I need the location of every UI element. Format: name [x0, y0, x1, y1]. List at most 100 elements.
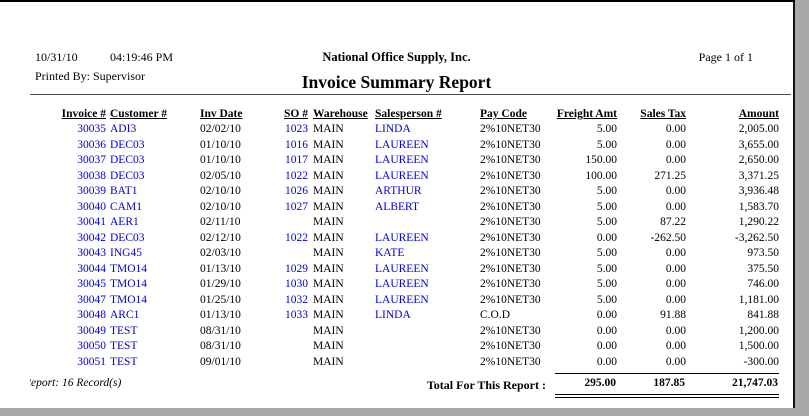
invoice-table-body: 30035 ADI3 02/02/10 1023 MAIN LINDA 2%10NET30 5…	[30, 122, 779, 370]
so-number[interactable]: 1029	[285, 262, 308, 275]
pay-code: 2%10NET30	[480, 216, 541, 228]
freight-amt: 0.00	[596, 324, 617, 337]
so-number[interactable]: 1016	[285, 138, 308, 151]
customer-number[interactable]: TMO14	[110, 293, 148, 306]
salesperson[interactable]: LAUREEN	[375, 231, 429, 244]
freight-amt: 5.00	[596, 262, 617, 275]
amount: 2,005.00	[738, 123, 779, 135]
so-number	[277, 355, 308, 371]
customer-number[interactable]: ING45	[110, 247, 142, 259]
sales-tax: 0.00	[665, 247, 686, 259]
inv-date: 02/02/10	[200, 123, 241, 135]
so-number[interactable]: 1017	[285, 154, 308, 166]
salesperson[interactable]: ARTHUR	[375, 185, 422, 197]
warehouse: MAIN	[313, 340, 344, 352]
customer-number[interactable]: BAT1	[110, 185, 138, 197]
salesperson[interactable]: LINDA	[375, 123, 411, 135]
invoice-row: 30045 TMO14 01/29/10 1030 MAIN LAUREEN 2%10NET…	[30, 277, 779, 293]
pay-code: 2%10NET30	[480, 340, 541, 352]
sales-tax: 91.88	[660, 309, 686, 321]
so-number[interactable]: 1027	[285, 200, 308, 213]
invoice-number[interactable]: 30049	[77, 324, 106, 337]
pay-code: 2%10NET30	[480, 231, 541, 244]
customer-number[interactable]: ADI3	[110, 123, 137, 135]
total-label: Total For This Report :	[426, 377, 546, 392]
salesperson[interactable]: ALBERT	[375, 200, 420, 213]
customer-number[interactable]: TEST	[110, 355, 138, 368]
customer-number[interactable]: DEC03	[110, 154, 145, 166]
salesperson[interactable]: LAUREEN	[375, 293, 429, 306]
invoice-row: 30051 TEST 09/01/10 MAIN 2%10NET30 0.00 0.00 -3…	[30, 355, 779, 371]
invoice-number[interactable]: 30038	[77, 169, 106, 182]
amount: 841.88	[747, 309, 779, 321]
pay-code: 2%10NET30	[480, 185, 541, 197]
freight-amt: 0.00	[596, 340, 617, 352]
salesperson[interactable]: LAUREEN	[375, 262, 429, 275]
report-title: Invoice Summary Report	[301, 72, 492, 92]
freight-amt: 0.00	[596, 231, 617, 244]
col-header-invoice-number: Invoice #	[61, 108, 106, 120]
salesperson[interactable]: LAUREEN	[375, 138, 429, 151]
invoice-row: 30042 DEC03 02/12/10 1022 MAIN LAUREEN 2%10NET…	[30, 231, 779, 247]
printed-by: Printed By: Supervisor	[35, 69, 145, 83]
invoice-number[interactable]: 30036	[77, 138, 106, 151]
sales-tax: 0.00	[665, 138, 686, 151]
invoice-number[interactable]: 30045	[77, 278, 106, 290]
so-number[interactable]: 1022	[285, 231, 308, 244]
salesperson[interactable]: LAUREEN	[375, 278, 429, 290]
so-number[interactable]: 1030	[285, 278, 308, 290]
customer-number[interactable]: DEC03	[110, 231, 145, 244]
header-divider	[30, 94, 791, 95]
invoice-number[interactable]: 30040	[77, 200, 106, 213]
warehouse: MAIN	[313, 216, 344, 228]
salesperson[interactable]: LAUREEN	[375, 154, 429, 166]
amount: -300.00	[743, 355, 779, 368]
invoice-number[interactable]: 30035	[77, 123, 106, 135]
invoice-number[interactable]: 30039	[77, 185, 106, 197]
print-time: 04:19:46 PM	[110, 50, 174, 64]
pay-code: 2%10NET30	[480, 200, 541, 213]
pay-code: C.O.D	[480, 309, 511, 321]
salesperson[interactable]: KATE	[375, 247, 405, 259]
print-date: 10/31/10	[35, 50, 78, 64]
invoice-number[interactable]: 30043	[77, 247, 106, 259]
amount: 3,371.25	[738, 169, 779, 182]
invoice-number[interactable]: 30041	[77, 216, 106, 228]
customer-number[interactable]: TEST	[110, 340, 138, 352]
freight-amt: 0.00	[596, 355, 617, 368]
customer-number[interactable]: TMO14	[110, 262, 148, 275]
col-header-amount: Amount	[738, 108, 779, 120]
so-number[interactable]: 1022	[285, 169, 308, 182]
sales-tax: 0.00	[665, 123, 686, 135]
salesperson[interactable]: LINDA	[375, 309, 411, 321]
customer-number[interactable]: CAM1	[110, 200, 142, 213]
table-header-row: Invoice # Customer # Inv Date SO # Wareh…	[30, 100, 779, 122]
customer-number[interactable]: TEST	[110, 324, 138, 337]
inv-date: 02/05/10	[200, 169, 241, 182]
customer-number[interactable]: AER1	[110, 216, 139, 228]
so-number[interactable]: 1033	[285, 309, 308, 321]
invoice-number[interactable]: 30047	[77, 293, 106, 306]
salesperson[interactable]: LAUREEN	[375, 169, 429, 182]
invoice-number[interactable]: 30048	[77, 309, 106, 321]
col-header-inv-date: Inv Date	[200, 108, 243, 120]
total-sales-tax: 187.85	[617, 372, 686, 398]
invoice-number[interactable]: 30037	[77, 154, 106, 166]
invoice-number[interactable]: 30044	[77, 262, 106, 275]
customer-number[interactable]: DEC03	[110, 138, 145, 151]
so-number[interactable]: 1032	[285, 293, 308, 306]
customer-number[interactable]: DEC03	[110, 169, 145, 182]
customer-number[interactable]: ARC1	[110, 309, 140, 321]
invoice-number[interactable]: 30051	[77, 355, 106, 368]
total-freight-amt: 295.00	[555, 372, 617, 398]
invoice-number[interactable]: 30050	[77, 340, 106, 352]
warehouse: MAIN	[313, 154, 344, 166]
amount: 3,655.00	[738, 138, 779, 151]
customer-number[interactable]: TMO14	[110, 278, 148, 290]
invoice-row: 30040 CAM1 02/10/10 1027 MAIN ALBERT 2%10NET30…	[30, 200, 779, 216]
so-number[interactable]: 1026	[285, 185, 308, 197]
invoice-number[interactable]: 30042	[77, 231, 106, 244]
invoice-row: 30050 TEST 08/31/10 MAIN 2%10NET30 0.00 0.00 1,…	[30, 339, 779, 355]
amount: 973.50	[747, 247, 779, 259]
so-number[interactable]: 1023	[285, 123, 308, 135]
